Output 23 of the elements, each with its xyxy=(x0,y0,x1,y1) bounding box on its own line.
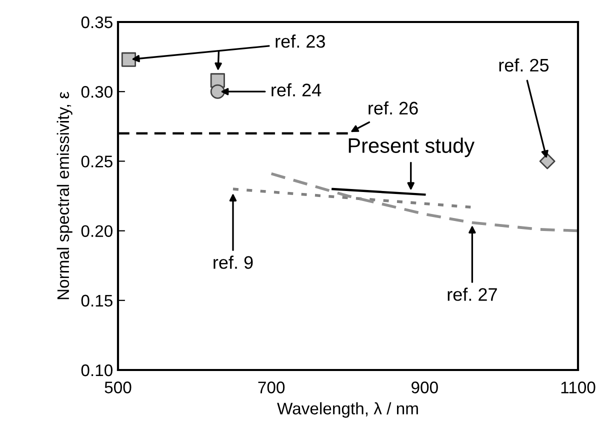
annotation: ref. 26 xyxy=(368,101,418,115)
x-tick-label: 900 xyxy=(412,382,438,394)
annotation: ref. 9 xyxy=(214,256,253,269)
point xyxy=(121,52,136,67)
y-tick-label: 0.20 xyxy=(81,225,112,238)
x-tick-label: 1100 xyxy=(561,382,596,394)
y-axis-title: Normal spectral emissivity, ε xyxy=(56,92,72,300)
x-axis-title: Wavelength, λ / nm xyxy=(277,402,418,418)
annotation: ref. 24 xyxy=(272,83,322,96)
annotation: Present study xyxy=(348,138,475,158)
annotation: ref. 25 xyxy=(499,58,549,72)
y-tick-label: 0.30 xyxy=(81,86,112,98)
annotation: ref. 27 xyxy=(448,288,497,301)
point xyxy=(210,84,225,99)
x-tick-label: 700 xyxy=(258,382,285,394)
annotation: ref. 23 xyxy=(276,34,325,48)
y-tick-label: 0.15 xyxy=(81,294,112,307)
y-tick-label: 0.10 xyxy=(81,364,112,376)
y-tick-label: 0.35 xyxy=(81,16,112,28)
x-tick-label: 500 xyxy=(104,382,132,394)
line-series xyxy=(270,172,578,232)
point xyxy=(539,153,556,170)
y-tick-label: 0.25 xyxy=(81,156,112,168)
